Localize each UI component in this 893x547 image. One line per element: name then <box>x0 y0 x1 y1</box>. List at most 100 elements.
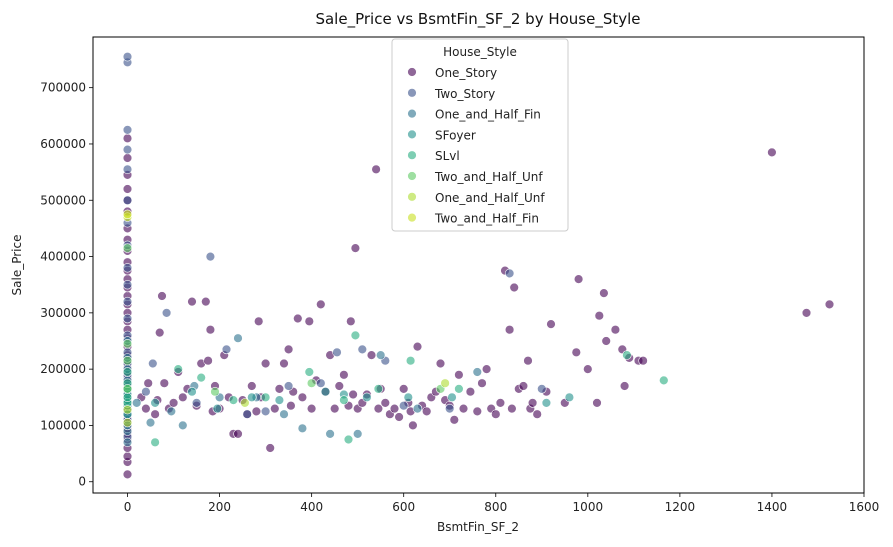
legend-label-slvl: SLvl <box>435 149 460 163</box>
data-point-one-story-102 <box>380 398 390 408</box>
data-point-two-story-15 <box>122 195 133 206</box>
data-point-one-story-143 <box>583 364 593 374</box>
x-axis: 0 200 400 600 800 1000 1200 1400 1600 <box>124 493 879 514</box>
data-point-one-story-39 <box>122 133 133 144</box>
legend-marker-one-and-half-unf <box>407 192 417 202</box>
x-tick-label-7: 1400 <box>757 500 788 514</box>
data-point-slvl-10 <box>304 367 314 377</box>
data-point-one-and-half-fin-10 <box>132 398 142 408</box>
legend-label-one-and-half-unf: One_and_Half_Unf <box>435 191 545 205</box>
legend-items: One_Story Two_Story One_and_Half_Fin SFoyer… <box>407 66 545 226</box>
data-point-one-story-131 <box>509 282 519 293</box>
data-point-one-and-half-unf-3 <box>440 378 450 388</box>
data-point-two-story-28 <box>260 406 271 417</box>
data-point-one-story-78 <box>286 401 296 411</box>
data-point-one-story-85 <box>316 299 326 310</box>
data-point-slvl-13 <box>350 330 361 341</box>
y-tick-label-6: 600000 <box>40 137 86 151</box>
data-point-two-story-18 <box>122 125 133 135</box>
data-point-one-and-half-unf-1 <box>122 405 133 415</box>
data-point-one-story-90 <box>339 370 349 380</box>
legend-marker-two-and-half-fin <box>407 212 417 223</box>
data-point-slvl-14 <box>373 384 384 394</box>
data-point-one-story-88 <box>330 403 340 414</box>
data-point-two-story-29 <box>283 381 294 391</box>
data-point-one-and-half-fin-18 <box>279 409 289 419</box>
x-tick-label-3: 600 <box>392 500 415 514</box>
data-point-one-story-76 <box>279 358 289 369</box>
data-point-slvl-1 <box>122 392 133 402</box>
data-point-one-story-129 <box>504 325 515 335</box>
data-point-sfoyer-12 <box>403 392 413 402</box>
data-point-one-story-74 <box>270 403 280 414</box>
data-point-one-story-148 <box>610 325 621 335</box>
data-point-one-story-47 <box>159 378 170 388</box>
x-tick-label-4: 800 <box>484 500 507 514</box>
data-point-one-story-0 <box>122 469 133 480</box>
data-point-one-and-half-unf-0 <box>122 417 133 428</box>
legend-title: House_Style <box>443 45 517 59</box>
data-point-one-story-110 <box>412 341 423 352</box>
data-point-one-story-41 <box>141 403 151 414</box>
x-tick-label-1: 200 <box>208 500 231 514</box>
data-point-two-and-half-unf-0 <box>122 384 133 394</box>
data-point-one-story-75 <box>274 384 285 394</box>
data-point-sfoyer-5 <box>187 387 197 397</box>
y-tick-label-3: 300000 <box>40 306 86 320</box>
data-point-one-story-68 <box>247 381 257 391</box>
legend-marker-one-story <box>407 67 417 77</box>
data-point-one-story-73 <box>265 443 275 453</box>
data-point-two-story-37 <box>537 384 547 394</box>
data-point-one-story-45 <box>155 327 165 338</box>
data-point-two-story-23 <box>161 308 172 318</box>
data-point-one-story-80 <box>293 313 303 324</box>
legend-label-sfoyer: SFoyer <box>435 128 476 142</box>
data-point-one-story-155 <box>801 308 812 318</box>
data-point-one-story-38 <box>122 153 133 163</box>
data-point-two-story-10 <box>122 296 133 307</box>
data-point-slvl-8 <box>228 395 239 405</box>
data-point-one-story-121 <box>465 387 476 397</box>
legend-marker-sfoyer <box>407 129 417 140</box>
data-point-one-story-154 <box>767 147 777 158</box>
data-point-one-and-half-fin-21 <box>353 429 363 439</box>
data-point-one-story-144 <box>592 398 602 408</box>
data-point-one-story-82 <box>304 316 314 326</box>
data-point-slvl-6 <box>173 364 183 374</box>
data-point-two-and-half-unf-2 <box>122 339 133 349</box>
data-point-two-and-half-unf-4 <box>210 387 220 397</box>
data-point-one-story-133 <box>518 381 529 391</box>
data-point-one-story-120 <box>458 403 469 414</box>
data-point-two-and-half-fin-1 <box>122 209 133 220</box>
data-point-one-story-58 <box>205 325 216 335</box>
data-point-two-story-27 <box>242 409 252 419</box>
data-point-one-story-115 <box>435 358 446 369</box>
data-point-one-story-122 <box>472 406 482 417</box>
data-point-one-story-94 <box>350 243 361 253</box>
y-axis-title: Sale_Price <box>10 235 24 296</box>
data-point-sfoyer-15 <box>564 392 575 402</box>
data-point-one-and-half-fin-24 <box>472 367 482 377</box>
data-point-one-story-153 <box>638 356 648 366</box>
data-point-two-story-32 <box>357 344 367 355</box>
data-point-one-story-106 <box>399 384 409 394</box>
data-point-sfoyer-7 <box>247 392 257 402</box>
y-tick-label-0: 0 <box>78 475 86 489</box>
data-point-one-story-99 <box>371 164 381 175</box>
x-tick-label-6: 1200 <box>665 500 696 514</box>
data-point-sfoyer-6 <box>212 403 223 414</box>
data-point-slvl-16 <box>454 384 464 394</box>
x-tick-label-2: 400 <box>300 500 323 514</box>
data-point-one-and-half-fin-13 <box>178 420 188 431</box>
data-point-one-and-half-fin-22 <box>376 350 386 360</box>
legend-marker-two-and-half-unf <box>407 171 417 181</box>
data-point-two-story-24 <box>191 398 202 408</box>
legend-label-two-and-half-fin: Two_and_Half_Fin <box>434 212 539 226</box>
data-point-slvl-7 <box>196 372 206 383</box>
x-tick-label-0: 0 <box>124 500 132 514</box>
data-point-two-story-9 <box>122 313 133 324</box>
data-point-two-story-26 <box>221 344 232 355</box>
data-point-two-story-21 <box>141 387 151 397</box>
data-point-one-story-130 <box>507 403 517 414</box>
y-tick-label-1: 100000 <box>40 418 86 432</box>
